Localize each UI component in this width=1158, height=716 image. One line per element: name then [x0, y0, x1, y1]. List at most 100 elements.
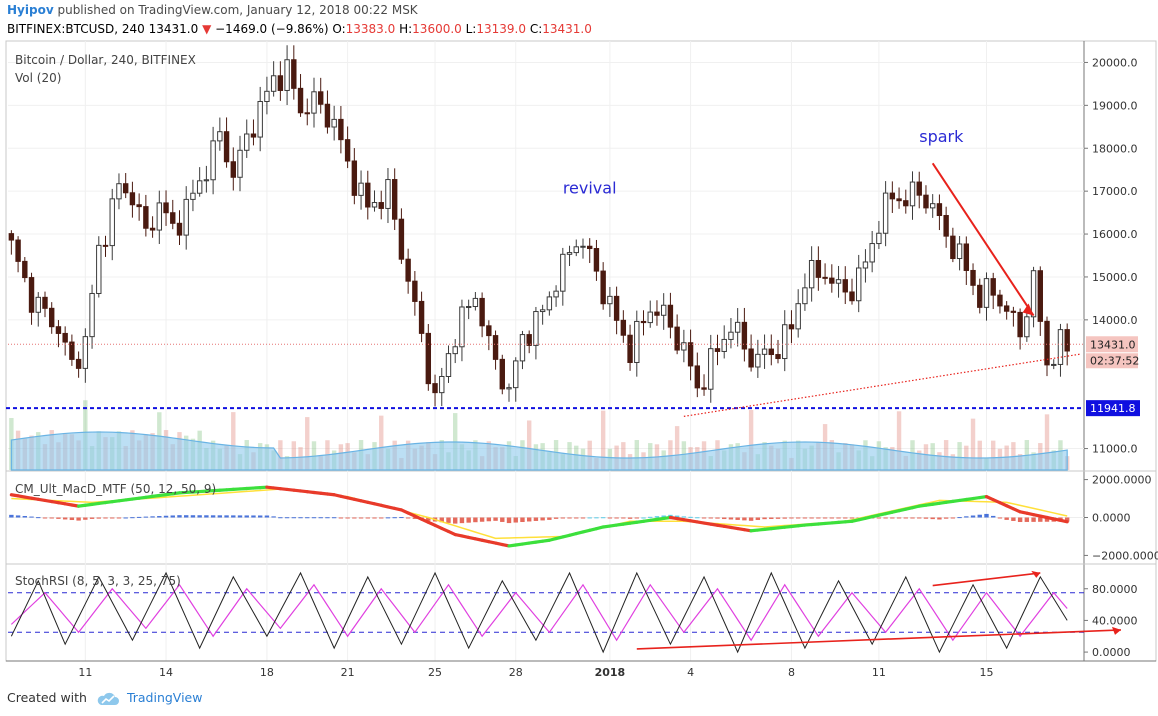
candle-body [553, 290, 559, 298]
candle-body [15, 239, 21, 262]
volume-bar [634, 440, 639, 470]
candle-body [963, 243, 970, 271]
macd-histogram-bar [520, 517, 525, 523]
candle-body [1057, 329, 1064, 365]
candle-body [1024, 316, 1030, 338]
author-link[interactable]: Hyipov [7, 3, 54, 17]
volume-bar [896, 411, 902, 470]
candle-body [459, 306, 465, 348]
macd-histogram-bar [42, 517, 48, 519]
candle-body [634, 320, 640, 363]
tradingview-cloud-icon [97, 692, 119, 705]
candle-body [257, 100, 263, 138]
macd-histogram-bar [950, 517, 956, 519]
candle-body [55, 326, 62, 334]
arrowhead-icon [1022, 303, 1034, 316]
candle-body [768, 348, 774, 356]
candle-body [533, 311, 539, 346]
candle-body [936, 203, 943, 217]
macd-histogram-bar [903, 517, 908, 519]
candle-body [136, 204, 142, 208]
macd-histogram-bar [500, 517, 505, 522]
candle-body [109, 198, 115, 247]
macd-histogram-bar [453, 517, 458, 524]
price-tick-label: 18000.0 [1092, 142, 1138, 155]
candle-body [176, 222, 183, 236]
macd-histogram-bar [553, 517, 559, 519]
price-tick-label: 17000.0 [1092, 185, 1138, 198]
tradingview-brand-link[interactable]: TradingView [126, 690, 203, 705]
time-tick-label: 14 [159, 666, 173, 679]
candle-body [465, 306, 472, 309]
macd-histogram-bar [715, 517, 720, 519]
stoch-tick-label: 80.0000 [1092, 583, 1138, 596]
macd-histogram-bar [331, 517, 337, 519]
macd-histogram-bar [298, 517, 303, 519]
close-value: 13431.0 [542, 22, 592, 36]
macd-histogram-bar [728, 517, 734, 520]
macd-histogram-bar [964, 516, 969, 518]
candle-body [378, 202, 384, 209]
open-value: 13383.0 [345, 22, 396, 36]
macd-histogram-bar [735, 517, 740, 520]
macd-histogram-bar [513, 517, 518, 523]
macd-histogram-bar [1024, 517, 1030, 522]
macd-histogram-bar [997, 517, 1003, 519]
candle-body [977, 284, 983, 308]
stoch-k-line [10, 571, 1068, 654]
low-value: 13139.0 [476, 22, 526, 36]
last-price-label: 13431.0 [1090, 338, 1136, 351]
stoch-label: StochRSI (8, 5, 3, 3, 25, 75) [15, 574, 181, 588]
macd-histogram-bar [49, 517, 54, 519]
candle-body [270, 75, 277, 92]
candle-body [708, 348, 714, 390]
volume-bar [674, 426, 680, 470]
macd-histogram-bar [318, 517, 323, 519]
candle-body [903, 200, 909, 207]
macd-histogram-bar [836, 517, 841, 519]
candle-body [405, 258, 411, 282]
price-tick-label: 11000.0 [1092, 443, 1138, 456]
candle-body [950, 235, 956, 260]
time-tick-label: 15 [979, 666, 993, 679]
candle-body [82, 336, 89, 369]
candle-body [358, 182, 364, 196]
macd-histogram-bar [372, 517, 377, 519]
macd-histogram-bar [311, 517, 317, 519]
macd-histogram-bar [217, 515, 223, 518]
candle-body [264, 90, 270, 102]
macd-histogram-bar [540, 517, 545, 521]
macd-histogram-bar [762, 517, 767, 520]
macd-histogram-bar [278, 517, 283, 519]
price-tick-label: 14000.0 [1092, 314, 1138, 327]
candle-body [8, 233, 15, 241]
candle-body [1044, 320, 1050, 366]
volume-bar [977, 440, 982, 470]
macd-histogram-bar [755, 517, 761, 520]
time-tick-label: 21 [341, 666, 355, 679]
macd-histogram-bar [305, 517, 310, 519]
chart-canvas[interactable]: 20000.0 19000.0 18000.0 17000.0 16000.0 15000… [0, 40, 1158, 686]
macd-histogram-bar [170, 515, 175, 518]
price-tick-label: 19000.0 [1092, 99, 1138, 112]
candle-body [96, 244, 102, 294]
candle-body [391, 179, 398, 220]
candle-body [580, 245, 586, 248]
candle-body [647, 311, 653, 324]
macd-histogram-bar [661, 515, 666, 518]
macd-histogram-bar [486, 517, 492, 522]
candle-body [22, 260, 28, 279]
macd-histogram-bar [634, 517, 639, 519]
macd-histogram-bar [600, 517, 606, 519]
chart-header: Hyipov published on TradingView.com, Jan… [0, 0, 1158, 38]
macd-histogram-bar [9, 514, 14, 518]
countdown-tag [1086, 353, 1138, 369]
annotation-label: spark [919, 127, 964, 146]
macd-histogram-bar [742, 517, 747, 521]
candle-body [492, 335, 499, 360]
candle-body [170, 212, 176, 224]
candle-body [183, 198, 189, 236]
macd-histogram-bar [829, 517, 835, 519]
candle-body [371, 202, 378, 208]
candle-body [613, 295, 620, 321]
